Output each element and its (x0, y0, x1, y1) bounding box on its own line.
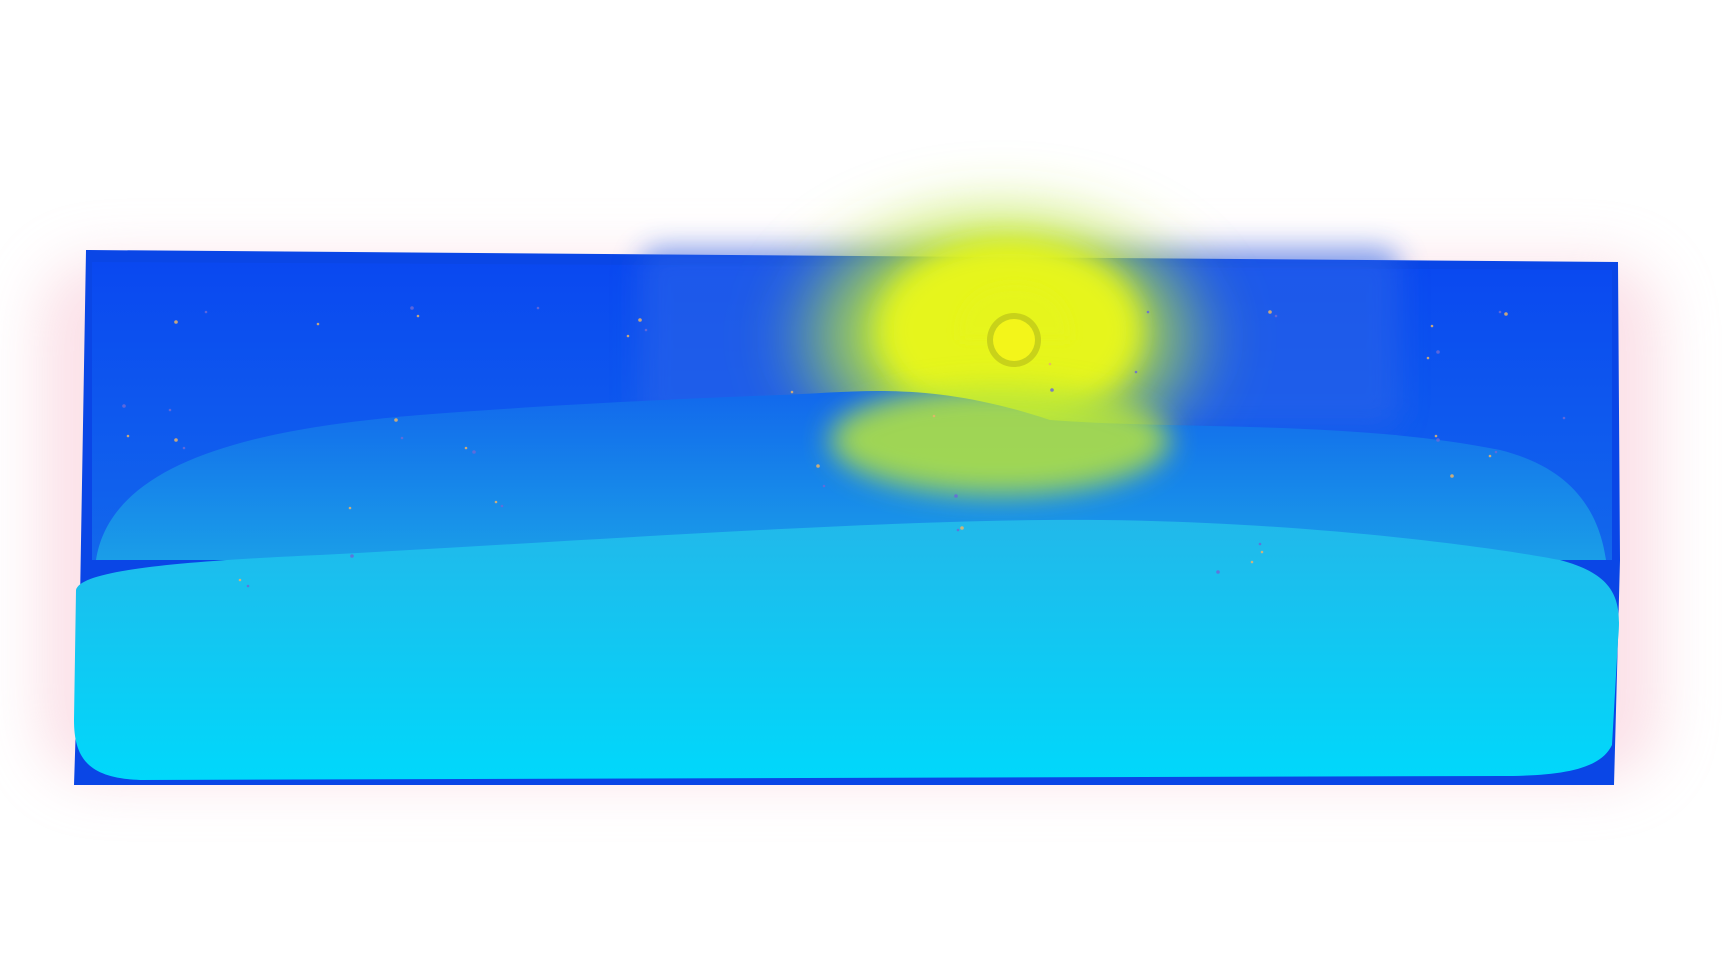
star (122, 404, 126, 408)
star (1260, 550, 1264, 554)
star (350, 554, 354, 558)
star (960, 526, 964, 530)
star (348, 506, 352, 510)
star (316, 322, 320, 326)
star (204, 310, 208, 314)
star (1450, 474, 1454, 478)
star (536, 306, 540, 310)
star (400, 436, 404, 440)
star (1250, 560, 1254, 564)
star (174, 438, 178, 442)
star (1436, 438, 1440, 442)
star (1498, 310, 1502, 314)
star (1274, 314, 1278, 318)
star (1430, 324, 1434, 328)
star (790, 390, 794, 394)
star (1050, 388, 1054, 392)
star (1434, 434, 1438, 438)
star (126, 434, 130, 438)
sun-reflection (830, 385, 1170, 495)
star (1504, 312, 1508, 316)
star (394, 418, 398, 422)
star (932, 414, 936, 418)
star (472, 450, 476, 454)
star (816, 464, 820, 468)
star (1488, 454, 1492, 458)
hill-back (96, 390, 1606, 560)
star (822, 484, 826, 488)
sea-band (74, 519, 1619, 780)
star (1048, 362, 1052, 366)
star (246, 584, 250, 588)
star (1216, 570, 1220, 574)
star (1494, 450, 1498, 454)
star (644, 328, 648, 332)
star (416, 314, 420, 318)
star (168, 408, 172, 412)
star (1436, 350, 1440, 354)
star (410, 306, 414, 310)
star (1146, 310, 1150, 314)
star (626, 334, 630, 338)
sun (959, 285, 1071, 367)
star (1134, 370, 1138, 374)
star (494, 500, 498, 504)
star (1268, 310, 1272, 314)
star (464, 446, 468, 450)
star (954, 494, 958, 498)
star (1562, 416, 1566, 420)
star (174, 320, 178, 324)
star (956, 528, 960, 532)
star (182, 446, 186, 450)
star (638, 318, 642, 322)
star (500, 504, 504, 508)
star (238, 578, 242, 582)
star (1258, 542, 1262, 546)
star (1426, 356, 1430, 360)
stars (122, 306, 1566, 588)
